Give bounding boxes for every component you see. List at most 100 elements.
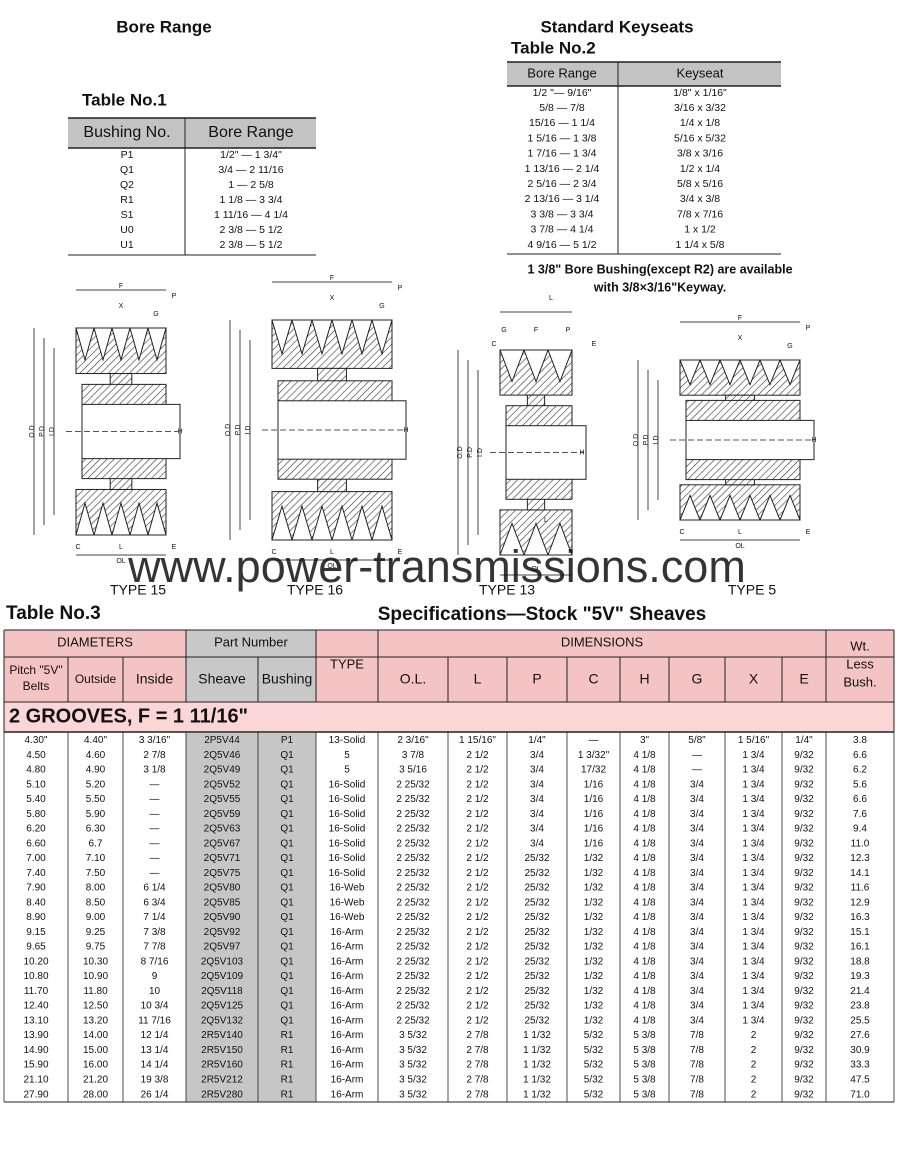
cell: 16-Arm — [331, 1075, 364, 1086]
cell: U1 — [120, 239, 134, 251]
cell: Q1 — [280, 750, 294, 761]
diagram-caption: TYPE 16 — [287, 582, 343, 598]
cell: 2Q5V132 — [201, 1015, 244, 1026]
cell: 16-Solid — [329, 794, 366, 805]
sheave-diagram — [33, 289, 181, 556]
cell: 8.50 — [86, 897, 106, 908]
cell: 1/32 — [584, 853, 604, 864]
dimension-label: P — [806, 325, 811, 332]
cell: 2 25/32 — [396, 883, 430, 894]
cell: 25/32 — [524, 897, 549, 908]
cell: 2 25/32 — [396, 897, 430, 908]
cell: 4 1/8 — [633, 794, 656, 805]
cell: 16-Arm — [331, 942, 364, 953]
cell: 1/32 — [584, 883, 604, 894]
cell: Q1 — [280, 838, 294, 849]
cell: 5.6 — [853, 779, 867, 790]
cell: 3/4 — 2 11/16 — [218, 164, 283, 176]
cell: 2Q5V75 — [204, 868, 241, 879]
cell: 1/16 — [584, 838, 604, 849]
cell: 3 5/32 — [399, 1060, 427, 1071]
cell: 12.50 — [83, 1001, 108, 1012]
diagram-caption: TYPE 13 — [479, 582, 535, 598]
cell: 16.1 — [850, 942, 870, 953]
cell: P1 — [281, 735, 294, 746]
cell: 1 3/4 — [742, 971, 765, 982]
dimension-label: C — [491, 341, 496, 348]
cell: Q1 — [280, 1001, 294, 1012]
cell: 13.10 — [23, 1015, 48, 1026]
cell: — — [150, 838, 160, 849]
cell: 9/32 — [794, 779, 814, 790]
cell: 3/4 — [530, 779, 544, 790]
rim — [679, 359, 801, 396]
column-header: Bore Range — [527, 65, 596, 80]
cell: 27.6 — [850, 1030, 870, 1041]
cell: 5 3/8 — [633, 1045, 656, 1056]
cell: 15.00 — [83, 1045, 108, 1056]
cell: 6.20 — [26, 824, 46, 835]
cell: 27.90 — [23, 1089, 48, 1100]
cell: 2Q5V67 — [204, 838, 241, 849]
cell: 25/32 — [524, 956, 549, 967]
cell: — — [150, 809, 160, 820]
cell: 3/4 — [690, 912, 704, 923]
cell: 9/32 — [794, 971, 814, 982]
cell: 1 11/16 — 4 1/4 — [214, 209, 288, 221]
cell: 10.80 — [23, 971, 48, 982]
cell: R1 — [281, 1060, 294, 1071]
cell: 4 1/8 — [633, 853, 656, 864]
cell: 3/4 — [530, 824, 544, 835]
dimension-label: P.D — [643, 435, 650, 446]
group-header: DIAMETERS — [57, 634, 133, 649]
cell: 25/32 — [524, 912, 549, 923]
cell: 21.10 — [23, 1075, 48, 1086]
cell: 2 1/2 — [466, 750, 489, 761]
cell: 5/8 — 7/8 — [539, 102, 585, 114]
cell: 9/32 — [794, 1001, 814, 1012]
cell: 2 — [751, 1089, 757, 1100]
cell: 5 3/8 — [633, 1075, 656, 1086]
cell: 2 — [751, 1030, 757, 1041]
cell: 1 3/4 — [742, 794, 765, 805]
cell: 2 25/32 — [396, 912, 430, 923]
column-header: Bushing — [262, 671, 313, 687]
cell: Q1 — [280, 986, 294, 997]
cell: 5/32 — [584, 1060, 604, 1071]
cell: 1/32 — [584, 897, 604, 908]
cell: 3/4 — [690, 956, 704, 967]
cell: 1/8" x 1/16" — [673, 87, 727, 99]
cell: S1 — [121, 209, 134, 221]
cell: 25/32 — [524, 1001, 549, 1012]
cell: 3/8 x 3/16 — [677, 148, 723, 160]
cell: 16-Web — [330, 897, 365, 908]
cell: 2 25/32 — [396, 779, 430, 790]
cell: 3/4 — [530, 809, 544, 820]
cell: 1/4" — [795, 735, 813, 746]
cell: 4 1/8 — [633, 750, 656, 761]
cell: 4 1/8 — [633, 927, 656, 938]
cell: 7.10 — [86, 853, 106, 864]
cell: 11.6 — [851, 883, 870, 894]
cell: 5/32 — [584, 1089, 604, 1100]
section-row — [4, 702, 894, 732]
dimension-label: C — [679, 529, 684, 536]
cell: 4 1/8 — [633, 986, 656, 997]
cell: 2 7/8 — [466, 1030, 489, 1041]
dimension-label: G — [787, 343, 792, 350]
cell: 2 1/2 — [466, 809, 489, 820]
cell: 1/32 — [584, 1015, 604, 1026]
sheave-diagram — [457, 311, 587, 576]
cell: 2R5V150 — [201, 1045, 243, 1056]
cell: 2Q5V80 — [204, 883, 241, 894]
dimension-label: P — [172, 293, 177, 300]
cell: 9/32 — [794, 750, 814, 761]
cell: 2 — [751, 1045, 757, 1056]
cell: 3 5/32 — [399, 1075, 427, 1086]
cell: — — [589, 735, 599, 746]
cell: 11.0 — [851, 838, 870, 849]
cell: Q1 — [280, 868, 294, 879]
cell: 3/16 x 3/32 — [674, 102, 726, 114]
cell: 9.15 — [26, 927, 46, 938]
column-header: Keyseat — [677, 65, 724, 80]
